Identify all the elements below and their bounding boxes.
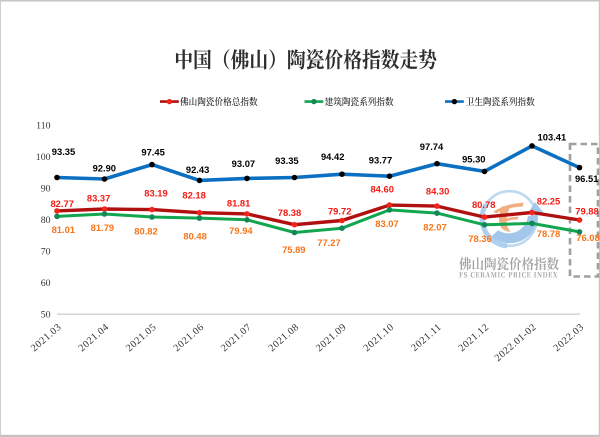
svg-text:50: 50	[41, 309, 51, 320]
svg-text:77.27: 77.27	[317, 237, 340, 248]
svg-text:80.82: 80.82	[134, 226, 157, 237]
svg-text:92.90: 92.90	[93, 162, 116, 173]
svg-text:81.01: 81.01	[52, 224, 75, 235]
svg-text:97.74: 97.74	[420, 141, 444, 152]
svg-text:78.36: 78.36	[468, 233, 491, 244]
svg-text:81.79: 81.79	[91, 222, 114, 233]
svg-text:83.07: 83.07	[375, 218, 398, 229]
svg-text:82.77: 82.77	[50, 198, 73, 209]
svg-text:79.72: 79.72	[328, 205, 351, 216]
svg-text:95.30: 95.30	[462, 153, 485, 164]
svg-text:83.37: 83.37	[87, 192, 110, 203]
svg-text:75.89: 75.89	[282, 244, 305, 255]
svg-text:96.51: 96.51	[575, 173, 598, 184]
svg-text:76.08: 76.08	[576, 232, 599, 243]
svg-text:93.77: 93.77	[369, 155, 392, 166]
svg-text:93.35: 93.35	[52, 146, 75, 157]
svg-text:78.38: 78.38	[278, 207, 301, 218]
svg-text:110: 110	[36, 120, 50, 131]
svg-text:92.43: 92.43	[186, 164, 209, 175]
svg-text:84.60: 84.60	[370, 184, 393, 195]
svg-text:97.45: 97.45	[141, 147, 164, 158]
svg-text:79.88: 79.88	[575, 206, 598, 217]
svg-text:80.78: 80.78	[472, 199, 495, 210]
svg-text:79.94: 79.94	[229, 225, 253, 236]
svg-text:60: 60	[41, 278, 51, 289]
svg-text:70: 70	[41, 246, 51, 257]
svg-text:83.19: 83.19	[144, 187, 167, 198]
svg-text:90: 90	[41, 183, 51, 194]
svg-text:82.07: 82.07	[423, 222, 446, 233]
svg-text:82.18: 82.18	[182, 190, 205, 201]
svg-text:78.78: 78.78	[537, 228, 560, 239]
svg-text:80: 80	[41, 215, 51, 226]
svg-text:94.42: 94.42	[321, 151, 344, 162]
svg-text:80.48: 80.48	[183, 231, 206, 242]
svg-text:84.30: 84.30	[426, 186, 449, 197]
svg-text:103.41: 103.41	[538, 132, 567, 143]
svg-text:100: 100	[36, 152, 51, 163]
svg-text:82.25: 82.25	[537, 196, 560, 207]
svg-text:93.35: 93.35	[275, 155, 298, 166]
svg-text:81.81: 81.81	[227, 198, 250, 209]
svg-text:93.07: 93.07	[232, 158, 255, 169]
